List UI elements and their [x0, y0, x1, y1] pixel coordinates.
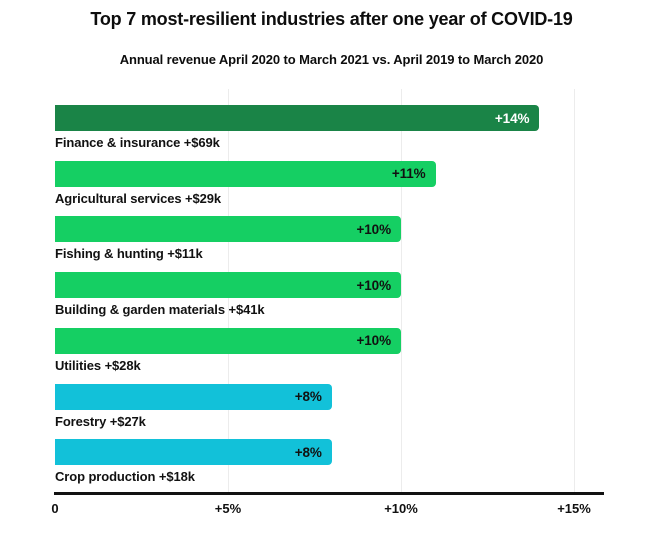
bar-category-label: Crop production +$18k [55, 469, 195, 485]
bar-row: +10% Fishing & hunting +$11k [55, 216, 635, 266]
bar-value-label: +14% [494, 110, 530, 126]
bar: +14% [55, 105, 540, 131]
bar-category-label: Utilities +$28k [55, 357, 141, 373]
x-axis-tick-label: +10% [384, 501, 418, 516]
bar-category-label: Agricultural services +$29k [55, 190, 222, 206]
bar-value-label: +10% [356, 221, 391, 237]
bar-row: +11% Agricultural services +$29k [55, 160, 635, 211]
bar: +8% [55, 383, 332, 410]
gridline [574, 89, 575, 494]
bar-value-label: +8% [294, 444, 322, 460]
bar-value-label: +11% [391, 166, 426, 182]
bar-category-label: Fishing & hunting +$11k [55, 246, 203, 262]
bar-category-label: Building & garden materials +$41k [55, 302, 265, 318]
x-axis-tick-label: +5% [214, 501, 242, 516]
bar-chart: +14% Finance & insurance +$69k +11% Agricul… [51, 89, 635, 534]
bar: +8% [55, 439, 332, 466]
bar-category-label: Finance & insurance +$69k [55, 135, 220, 150]
chart-subtitle: Annual revenue April 2020 to March 2021 … [119, 52, 544, 67]
bar: +10% [55, 327, 401, 354]
chart-title: Top 7 most-resilient industries after on… [90, 9, 573, 29]
x-axis-tick-label: +15% [557, 501, 591, 516]
gridline [401, 89, 402, 494]
bar: +11% [55, 160, 436, 187]
bar-category-label: Forestry +$27k [55, 413, 146, 429]
x-axis-tick-label: 0 [51, 501, 59, 516]
bar-row: +10% Building & garden materials +$41k [55, 272, 635, 322]
bar-row: +8% Forestry +$27k [55, 383, 635, 434]
bar-row: +8% Crop production +$18k [55, 439, 635, 489]
bar-value-label: +10% [356, 333, 391, 349]
bar-value-label: +8% [294, 389, 322, 404]
bar: +10% [55, 272, 401, 299]
bar-row: +10% Utilities +$28k [55, 327, 635, 378]
x-axis-line [54, 492, 604, 495]
bar: +10% [55, 216, 401, 243]
bar-row: +14% Finance & insurance +$69k [55, 105, 635, 155]
bar-value-label: +10% [356, 277, 391, 293]
